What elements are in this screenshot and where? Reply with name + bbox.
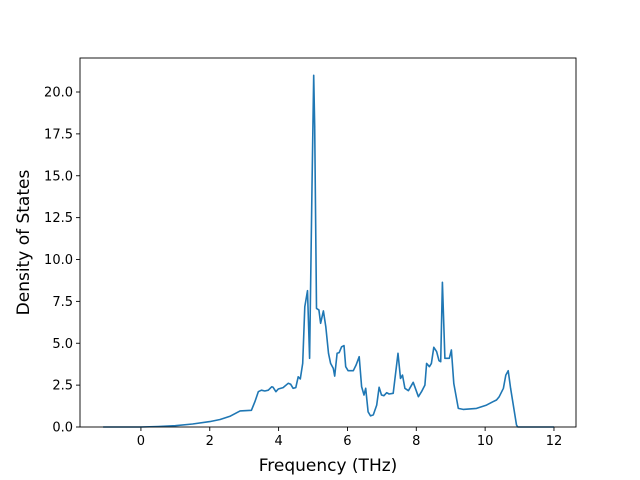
y-tick-label: 10.0 xyxy=(44,253,73,268)
series-line-dos xyxy=(103,74,554,428)
x-tick-label: 6 xyxy=(343,434,351,449)
y-axis-label: Density of States xyxy=(14,170,34,316)
x-tick-label: 2 xyxy=(206,434,214,449)
x-axis-label: Frequency (THz) xyxy=(259,456,398,476)
y-tick-label: 17.5 xyxy=(44,127,73,142)
x-tick-label: 12 xyxy=(546,434,563,449)
x-tick-label: 4 xyxy=(274,434,282,449)
y-tick-label: 5.0 xyxy=(52,337,73,352)
x-tick-label: 8 xyxy=(412,434,420,449)
y-tick-label: 2.5 xyxy=(52,379,73,394)
y-tick-label: 15.0 xyxy=(44,169,73,184)
y-tick-label: 7.5 xyxy=(52,295,73,310)
x-tick-label: 10 xyxy=(477,434,494,449)
y-tick-label: 12.5 xyxy=(44,211,73,226)
y-tick-label: 20.0 xyxy=(44,86,73,101)
axes-frame xyxy=(79,57,577,428)
x-tick-label: 0 xyxy=(137,434,145,449)
y-tick-label: 0.0 xyxy=(52,421,73,436)
